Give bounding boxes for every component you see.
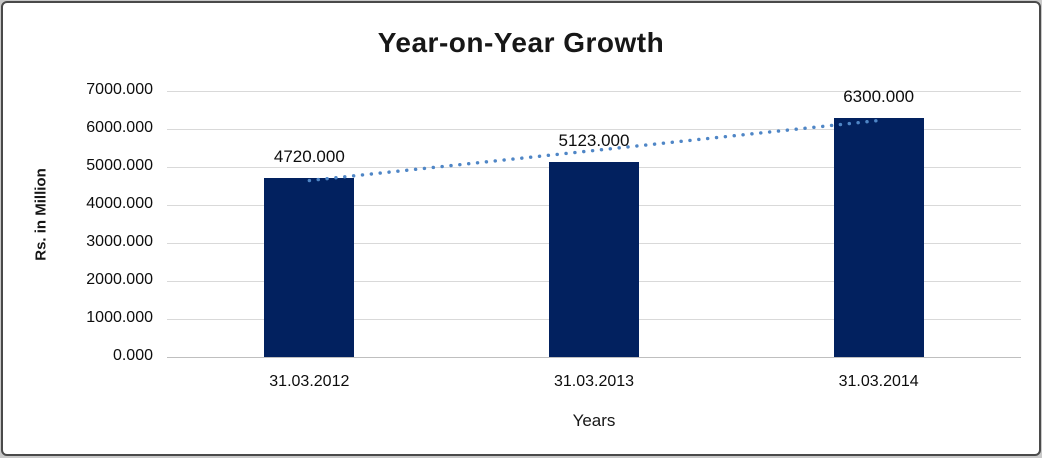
y-tick-label: 5000.000: [86, 157, 153, 174]
gridline: [167, 357, 1021, 358]
bar: [549, 162, 639, 357]
chart-title: Year-on-Year Growth: [377, 27, 665, 58]
bar: [833, 117, 924, 357]
bar-value-label: 5123.000: [558, 131, 630, 151]
x-axis-title: Years: [572, 411, 616, 430]
y-tick-label: 6000.000: [86, 119, 153, 136]
x-tick-label: 31.03.2013: [553, 373, 635, 390]
y-tick-label: 7000.000: [86, 81, 153, 98]
bar-value-label: 4720.000: [273, 146, 345, 166]
bar-value-label: 6300.000: [843, 86, 915, 106]
y-tick-label: 2000.000: [86, 271, 153, 288]
y-tick-label: 3000.000: [86, 233, 153, 250]
y-tick-label: 1000.000: [86, 309, 153, 326]
y-tick-label: 0.000: [112, 347, 153, 364]
gridline: [167, 91, 1021, 92]
x-tick-label: 31.03.2012: [269, 373, 350, 390]
x-tick-label: 31.03.2014: [838, 373, 919, 390]
bar: [264, 177, 355, 357]
y-tick-label: 4000.000: [86, 195, 153, 212]
